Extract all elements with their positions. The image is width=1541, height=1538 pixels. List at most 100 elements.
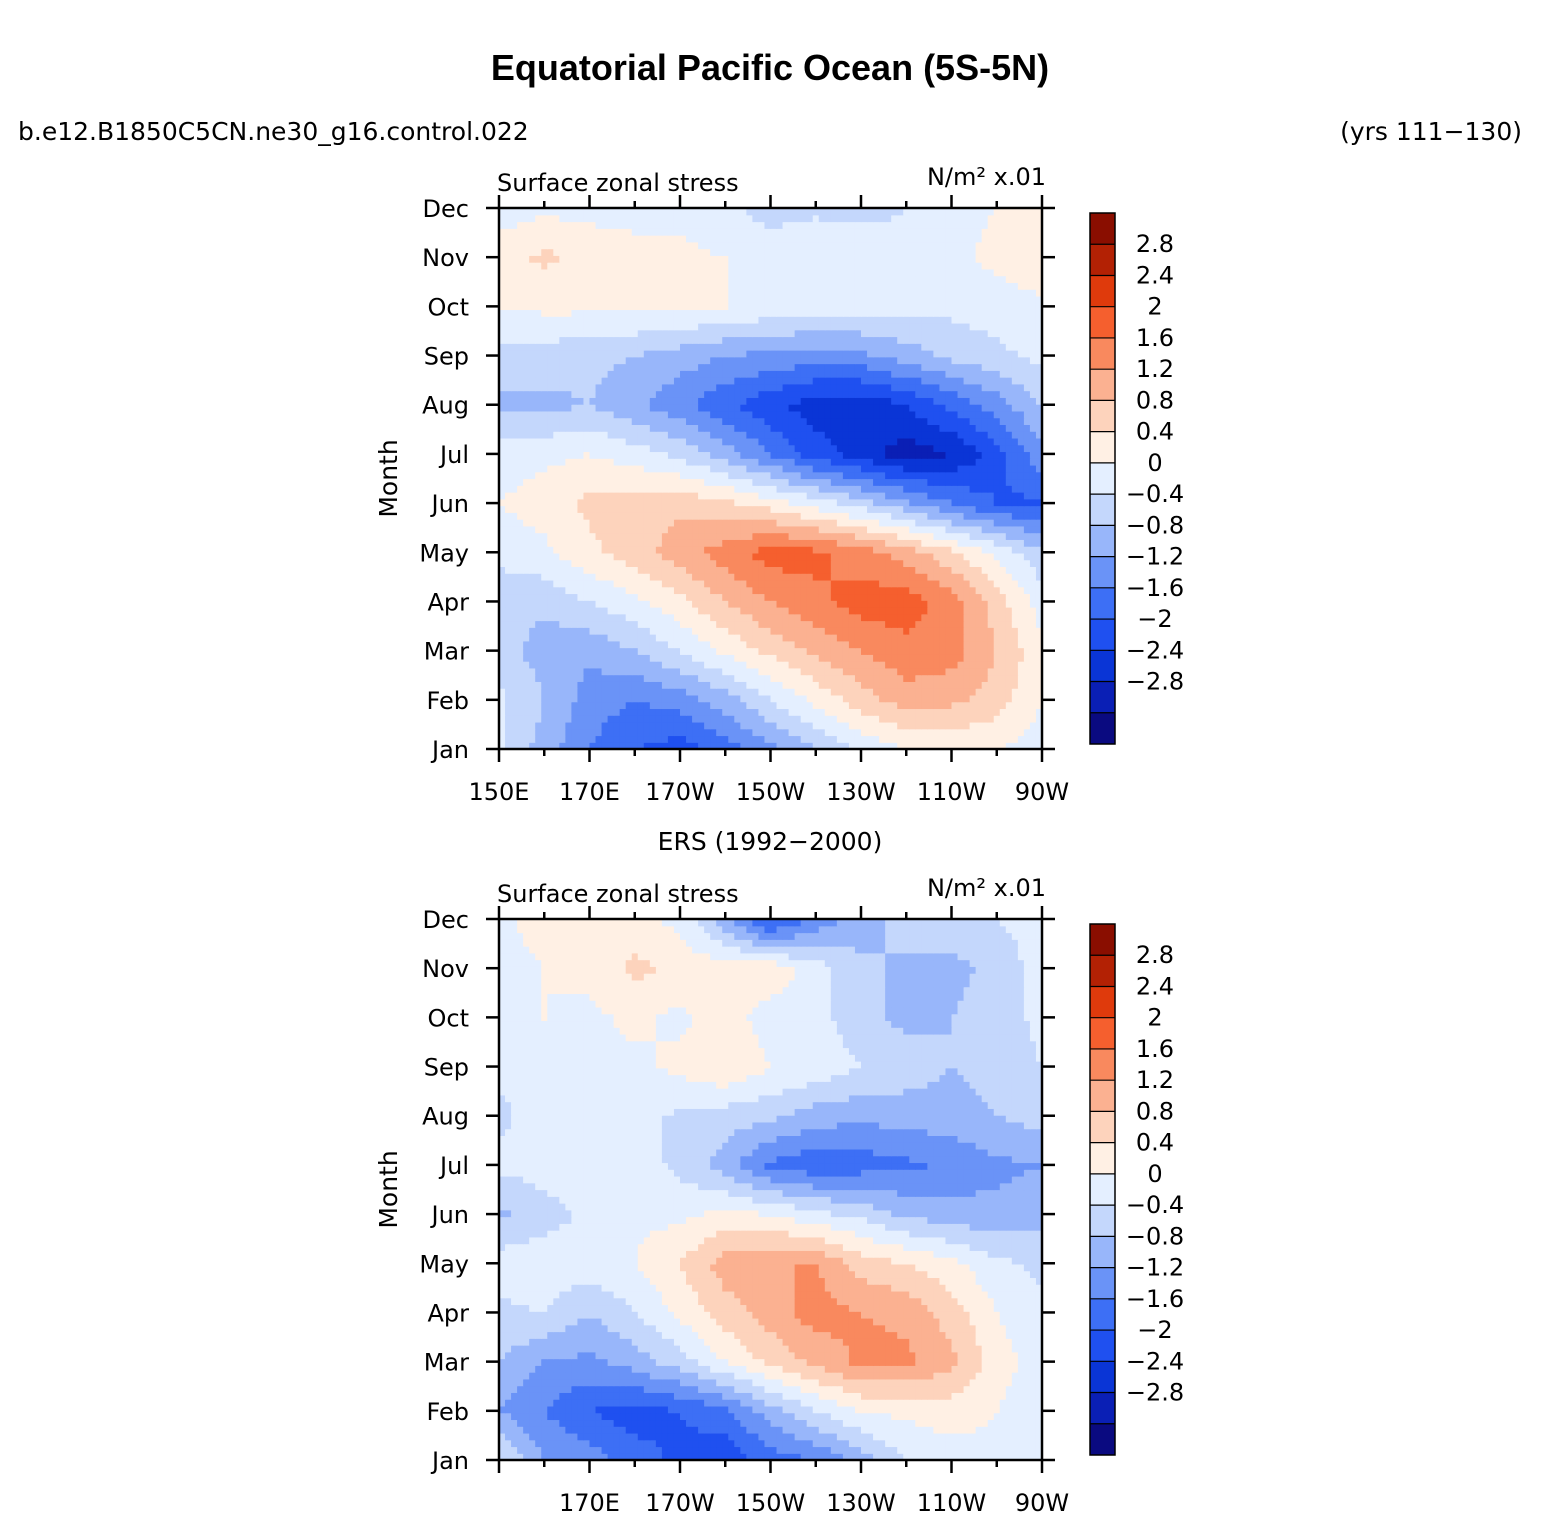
heatmap-cell: [1005, 437, 1013, 446]
heatmap-cell: [842, 579, 850, 588]
heatmap-cell: [873, 627, 880, 635]
heatmap-cell: [619, 688, 627, 696]
heatmap-cell: [824, 694, 832, 703]
heatmap-cell: [517, 464, 524, 473]
heatmap-cell: [879, 728, 886, 737]
heatmap-cell: [854, 390, 862, 398]
heatmap-cell: [1035, 566, 1042, 574]
heatmap-cell: [643, 708, 651, 716]
heatmap-cell: [740, 681, 747, 689]
heatmap-cell: [758, 728, 766, 737]
heatmap-cell: [1005, 661, 1013, 669]
heatmap-cell: [710, 681, 717, 689]
heatmap-cell: [667, 667, 675, 676]
heatmap-cell: [746, 715, 753, 723]
heatmap-cell: [1005, 539, 1013, 547]
heatmap-cell: [601, 404, 609, 412]
heatmap-cell: [770, 525, 778, 534]
heatmap-cell: [842, 410, 850, 419]
heatmap-cell: [698, 674, 705, 682]
heatmap-cell: [553, 593, 560, 601]
heatmap-cell: [764, 654, 772, 662]
heatmap-cell: [981, 728, 989, 737]
heatmap-cell: [680, 721, 687, 730]
heatmap-cell: [547, 377, 554, 385]
heatmap-cell: [993, 397, 1001, 405]
heatmap-cell: [1005, 444, 1013, 453]
heatmap-cell: [547, 512, 554, 520]
heatmap-cell: [842, 593, 850, 601]
heatmap-cell: [939, 681, 947, 689]
heatmap-cell: [969, 579, 977, 588]
heatmap-cell: [661, 606, 669, 615]
heatmap-cell: [794, 566, 802, 574]
heatmap-cell: [764, 640, 772, 649]
heatmap-cell: [975, 715, 983, 723]
heatmap-cell: [776, 559, 784, 568]
heatmap-cell: [830, 559, 838, 568]
heatmap-cell: [903, 546, 910, 554]
heatmap-cell: [583, 539, 591, 547]
heatmap-cell: [782, 512, 790, 520]
heatmap-cell: [673, 593, 681, 601]
heatmap-cell: [812, 694, 820, 703]
heatmap-cell: [553, 688, 560, 696]
heatmap-cell: [583, 701, 591, 710]
heatmap-cell: [559, 701, 566, 710]
heatmap-cell: [999, 559, 1007, 568]
heatmap-cell: [511, 390, 518, 398]
heatmap-cell: [661, 383, 669, 392]
heatmap-cell: [511, 532, 518, 540]
heatmap-cell: [897, 688, 904, 696]
heatmap-cell: [891, 681, 898, 689]
heatmap-cell: [848, 566, 856, 574]
heatmap-cell: [981, 505, 989, 513]
heatmap-cell: [776, 552, 784, 561]
heatmap-cell: [999, 661, 1007, 669]
heatmap-cell: [848, 525, 856, 534]
heatmap-cell: [571, 390, 579, 398]
heatmap-cell: [909, 471, 916, 480]
heatmap-cell: [637, 519, 645, 527]
heatmap-cell: [1023, 431, 1031, 439]
heatmap-cell: [897, 431, 904, 439]
heatmap-cell: [746, 478, 753, 486]
heatmap-cell: [873, 471, 880, 480]
heatmap-cell: [716, 417, 723, 425]
heatmap-cell: [1005, 593, 1013, 601]
heatmap-cell: [607, 586, 615, 595]
heatmap-cell: [830, 492, 838, 500]
heatmap-cell: [583, 721, 591, 730]
heatmap-cell: [511, 519, 518, 527]
heatmap-cell: [891, 478, 898, 486]
heatmap-cell: [951, 640, 959, 649]
heatmap-cell: [1017, 681, 1025, 689]
heatmap-cell: [517, 593, 524, 601]
heatmap-cell: [559, 742, 566, 749]
heatmap-cell: [897, 593, 904, 601]
heatmap-cell: [854, 593, 862, 601]
heatmap-cell: [945, 458, 953, 466]
heatmap-cell: [782, 437, 790, 446]
heatmap-cell: [523, 464, 530, 473]
heatmap-cell: [661, 404, 669, 412]
heatmap-cell: [752, 715, 760, 723]
heatmap-cell: [728, 410, 735, 419]
heatmap-cell: [999, 674, 1007, 682]
heatmap-cell: [704, 688, 711, 696]
heatmap-cell: [939, 390, 947, 398]
heatmap-cell: [553, 464, 560, 473]
heatmap-cell: [897, 566, 904, 574]
heatmap-cell: [505, 667, 512, 676]
heatmap-cell: [535, 451, 542, 459]
heatmap-cell: [903, 661, 910, 669]
heatmap-cell: [704, 485, 711, 493]
heatmap-cell: [842, 458, 850, 466]
heatmap-cell: [1035, 620, 1042, 628]
heatmap-cell: [812, 512, 820, 520]
heatmap-cell: [830, 742, 838, 749]
heatmap-cell: [505, 525, 512, 534]
heatmap-cell: [921, 546, 928, 554]
heatmap-cell: [770, 559, 778, 568]
heatmap-cell: [740, 546, 747, 554]
